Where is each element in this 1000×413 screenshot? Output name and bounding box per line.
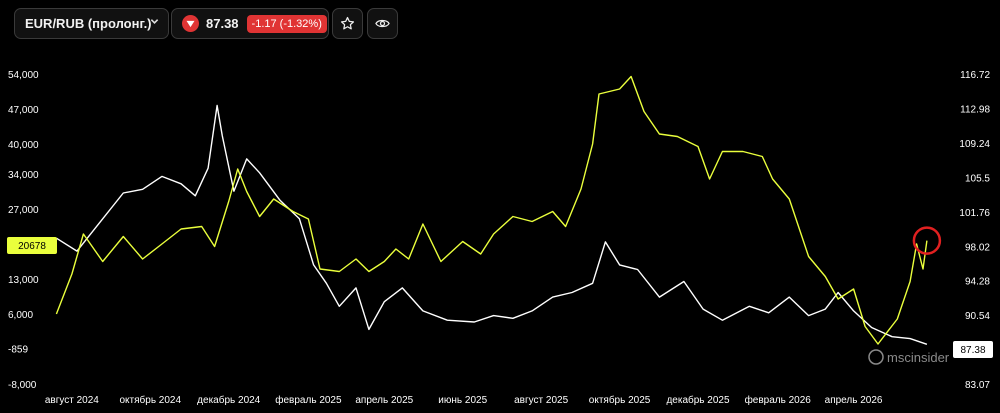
- eye-icon: [375, 19, 390, 28]
- right-axis-tick-label: 83.07: [965, 380, 990, 391]
- right-axis: 116.72 112.98 109.24 105.5 101.76 98.02 94.28 9…: [959, 70, 990, 391]
- right-last-value-label: 87.38: [960, 345, 985, 356]
- right-last-value-tag: [953, 341, 993, 358]
- right-axis-tick-label: 90.54: [965, 311, 990, 322]
- chevron-down-icon: [150, 17, 159, 29]
- right-axis-tick-label: 112.98: [960, 104, 990, 115]
- left-axis: 54,00047,00040,00034,00027,00020,00013,0…: [8, 70, 39, 391]
- left-axis-tick-label: 34,000: [8, 170, 39, 181]
- symbol-selector[interactable]: EUR/RUB (пролонг.): [14, 8, 169, 39]
- left-axis-tick-label: -8,000: [8, 380, 37, 391]
- left-axis-series-line: [55, 75, 928, 345]
- left-axis-tick-label: 40,000: [8, 140, 39, 151]
- left-axis-tick-label: -859: [8, 344, 28, 355]
- left-axis-tick-label: 47,000: [8, 105, 39, 116]
- x-axis-tick-label: октябрь 2024: [119, 394, 181, 406]
- x-axis-tick-label: декабрь 2025: [666, 394, 730, 406]
- left-last-value-tag: [7, 237, 57, 254]
- watermark-logo-icon: [868, 349, 884, 365]
- x-axis-tick-label: декабрь 2024: [197, 394, 261, 406]
- left-axis-tick-label: 27,000: [8, 205, 39, 216]
- right-axis-tick-label: 116.72: [960, 70, 990, 81]
- toolbar: EUR/RUB (пролонг.) 87.38 -1.17 (-1.32%): [0, 0, 1000, 50]
- price-chart[interactable]: 54,00047,00040,00034,00027,00020,00013,0…: [0, 50, 1000, 413]
- price-summary: 87.38 -1.17 (-1.32%): [171, 8, 329, 39]
- price-change-badge: -1.17 (-1.32%): [246, 14, 327, 33]
- x-axis: август 2024 октябрь 2024 декабрь 2024 февра…: [45, 394, 883, 406]
- left-axis-tick-label: 13,000: [8, 275, 39, 286]
- favorite-button[interactable]: [332, 8, 363, 39]
- star-icon: [340, 16, 355, 30]
- watermark-text: mscinsider: [887, 350, 950, 365]
- watch-button[interactable]: [367, 8, 398, 39]
- x-axis-tick-label: октябрь 2025: [589, 394, 651, 406]
- x-axis-tick-label: апрель 2026: [825, 395, 883, 406]
- symbol-name: EUR/RUB (пролонг.): [25, 16, 152, 31]
- last-price: 87.38: [206, 16, 239, 31]
- watermark: mscinsider: [868, 349, 950, 365]
- series-lines: [55, 75, 928, 345]
- triangle-down-icon: [182, 15, 199, 32]
- right-axis-series-line: [56, 104, 928, 345]
- right-axis-tick-label: 94.28: [965, 277, 990, 288]
- x-axis-tick-label: август 2024: [45, 395, 99, 406]
- x-axis-tick-label: июнь 2025: [438, 395, 487, 406]
- right-axis-tick-label: 105.5: [965, 173, 990, 184]
- right-axis-tick-label: 101.76: [959, 208, 990, 219]
- x-axis-tick-label: февраль 2026: [745, 394, 812, 406]
- x-axis-tick-label: февраль 2025: [275, 394, 342, 406]
- left-last-value-label: 20678: [18, 241, 46, 252]
- right-axis-tick-label: 109.24: [959, 139, 990, 150]
- x-axis-tick-label: апрель 2025: [355, 395, 413, 406]
- right-axis-tick-label: 98.02: [965, 242, 990, 253]
- highlight-circle-marker: [912, 226, 942, 255]
- x-axis-tick-label: август 2025: [514, 395, 568, 406]
- left-axis-tick-label: 6,000: [8, 310, 33, 321]
- left-axis-tick-label: 54,000: [8, 70, 39, 81]
